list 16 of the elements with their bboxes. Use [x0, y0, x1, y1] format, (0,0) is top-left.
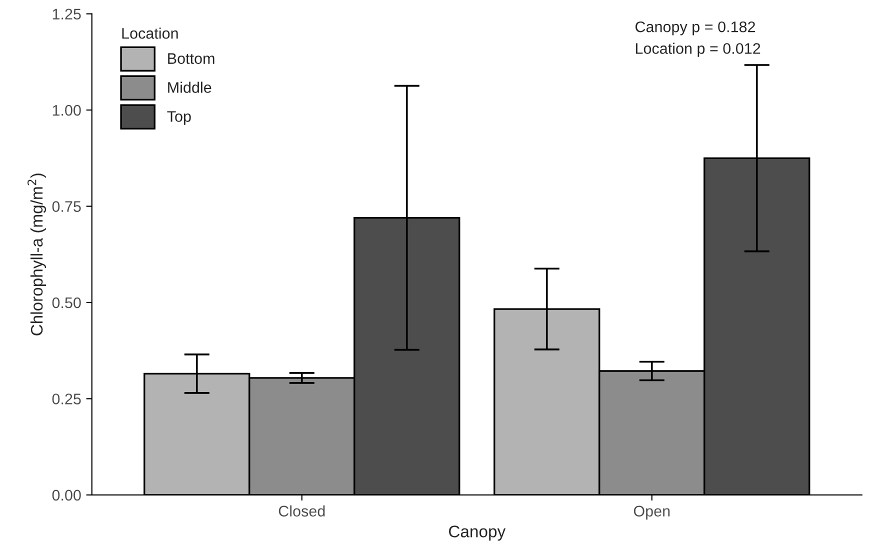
y-tick-label: 0.00	[52, 490, 81, 501]
annotation: Canopy p = 0.182	[636, 21, 755, 36]
y-tick-label: 1.25	[52, 8, 81, 20]
x-axis-title: Canopy	[449, 526, 506, 541]
y-tick-label: 0.25	[52, 394, 81, 404]
x-tick-label: Open	[634, 506, 670, 520]
annotation: Location p = 0.012	[636, 42, 760, 57]
y-tick-label: 0.75	[52, 201, 81, 212]
y-axis-title: Chlorophyll-a (mg/m$^{2}$)	[28, 174, 46, 336]
x-tick-label: Closed	[278, 505, 325, 517]
legend-label: Bottom	[168, 53, 214, 64]
legend-title: Location	[122, 28, 178, 39]
y-tick-label: 1.00	[52, 104, 81, 116]
legend-label: Top	[167, 111, 191, 125]
y-tick-label: 0.50	[52, 297, 81, 308]
legend-label: Middle	[168, 82, 212, 93]
